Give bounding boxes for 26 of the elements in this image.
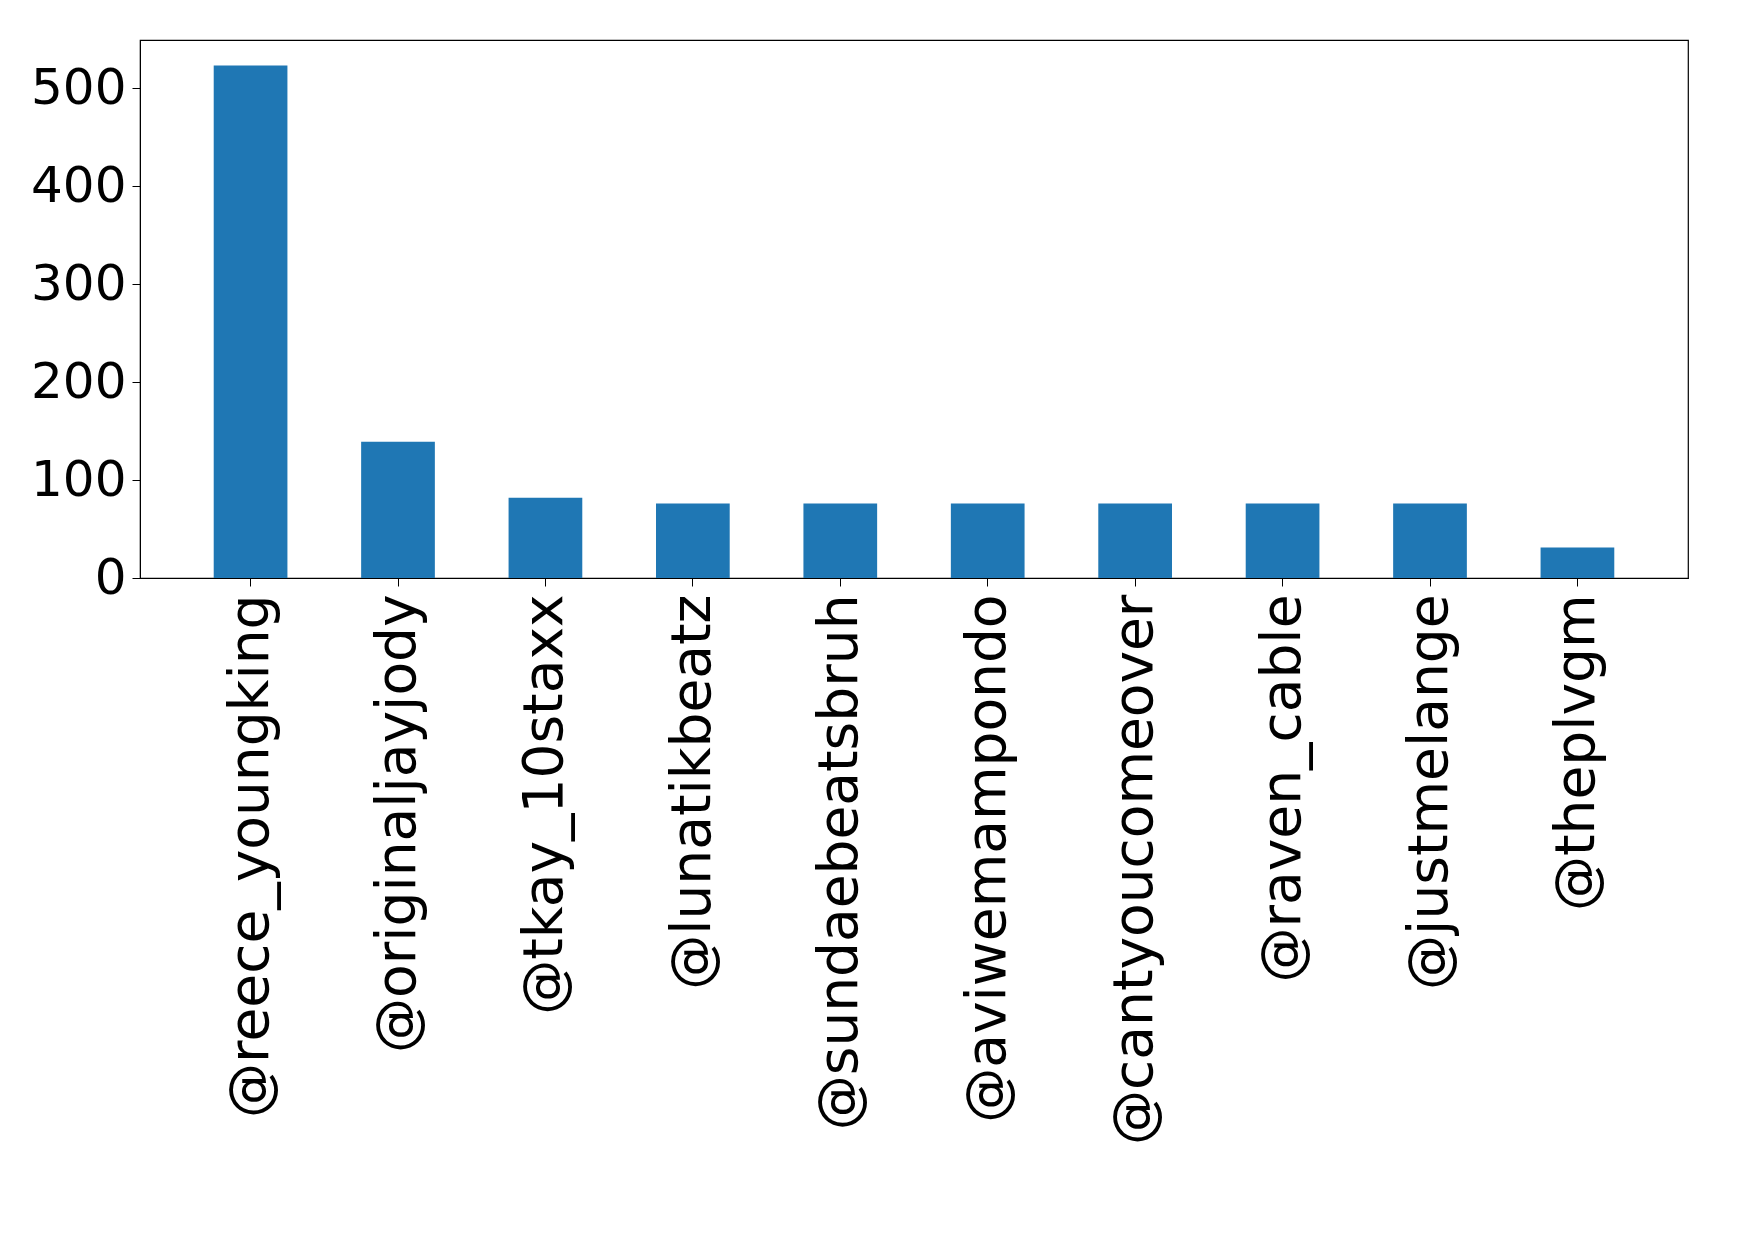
y-tick-label: 200 bbox=[31, 351, 127, 410]
bar bbox=[508, 497, 583, 578]
x-tick-label: @reece_youngking bbox=[216, 594, 281, 1118]
y-tick-label: 0 bbox=[94, 547, 127, 606]
bar bbox=[1245, 503, 1320, 578]
bar bbox=[361, 441, 435, 578]
bar bbox=[1540, 547, 1615, 578]
x-tick-label: @justmelange bbox=[1396, 594, 1460, 990]
bar bbox=[213, 65, 288, 578]
x-tick-label: @tkay_10staxx bbox=[511, 594, 576, 1015]
y-tick-label: 100 bbox=[31, 449, 127, 508]
x-tick-label: @cantyoucomeover bbox=[1101, 594, 1166, 1145]
bar bbox=[1098, 503, 1172, 578]
x-tick-label: @originaljayjody bbox=[364, 594, 428, 1054]
bar bbox=[803, 503, 878, 578]
y-tick-label: 300 bbox=[31, 253, 127, 312]
bar bbox=[656, 503, 730, 578]
x-tick-label: @raven_cable bbox=[1248, 594, 1313, 983]
bar bbox=[1393, 503, 1467, 578]
bar bbox=[950, 503, 1025, 578]
y-tick-label: 500 bbox=[31, 57, 127, 116]
x-tick-label: @lunatikbeatz bbox=[658, 594, 723, 990]
x-tick-label: @aviwemampondo bbox=[953, 594, 1018, 1123]
x-tick-label: @theplvgm bbox=[1543, 594, 1608, 911]
x-tick-label: @sundaebeatsbruh bbox=[806, 594, 871, 1131]
y-tick-label: 400 bbox=[31, 155, 127, 214]
